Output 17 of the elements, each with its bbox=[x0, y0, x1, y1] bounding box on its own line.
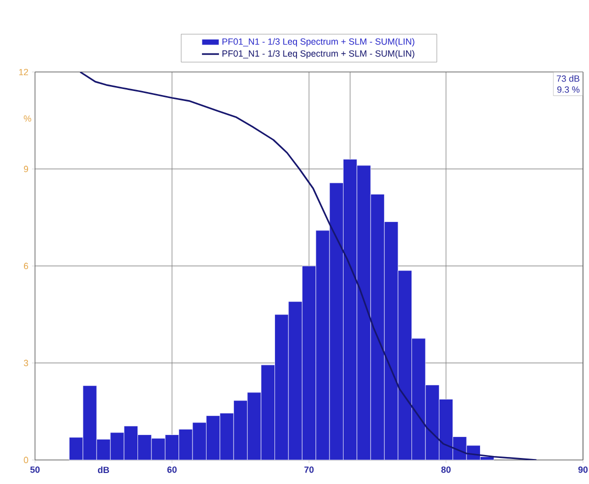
y-axis-title: % bbox=[24, 115, 32, 122]
legend-label: PF01_N1 - 1/3 Leq Spectrum + SLM - SUM(LIN) bbox=[222, 50, 414, 58]
x-tick-label: 60 bbox=[167, 466, 177, 473]
y-tick-label: 6 bbox=[24, 262, 28, 270]
annotation: 73 dB bbox=[556, 75, 580, 82]
y-tick-label: 12 bbox=[19, 68, 28, 76]
x-tick-label: 90 bbox=[578, 466, 588, 473]
y-tick-label: 3 bbox=[24, 360, 28, 366]
x-tick-label: 70 bbox=[304, 466, 314, 473]
x-axis-title: dB bbox=[98, 466, 110, 474]
annotation: 9.3 % bbox=[557, 86, 580, 93]
legend-label: PF01_N1 - 1/3 Leq Spectrum + SLM - SUM(LIN) bbox=[222, 38, 414, 46]
x-tick-label: 50 bbox=[30, 466, 40, 473]
y-tick-label: 9 bbox=[24, 166, 28, 172]
line-series bbox=[79, 72, 538, 460]
y-tick-label: 0 bbox=[24, 456, 28, 464]
x-tick-label: 80 bbox=[441, 466, 451, 473]
